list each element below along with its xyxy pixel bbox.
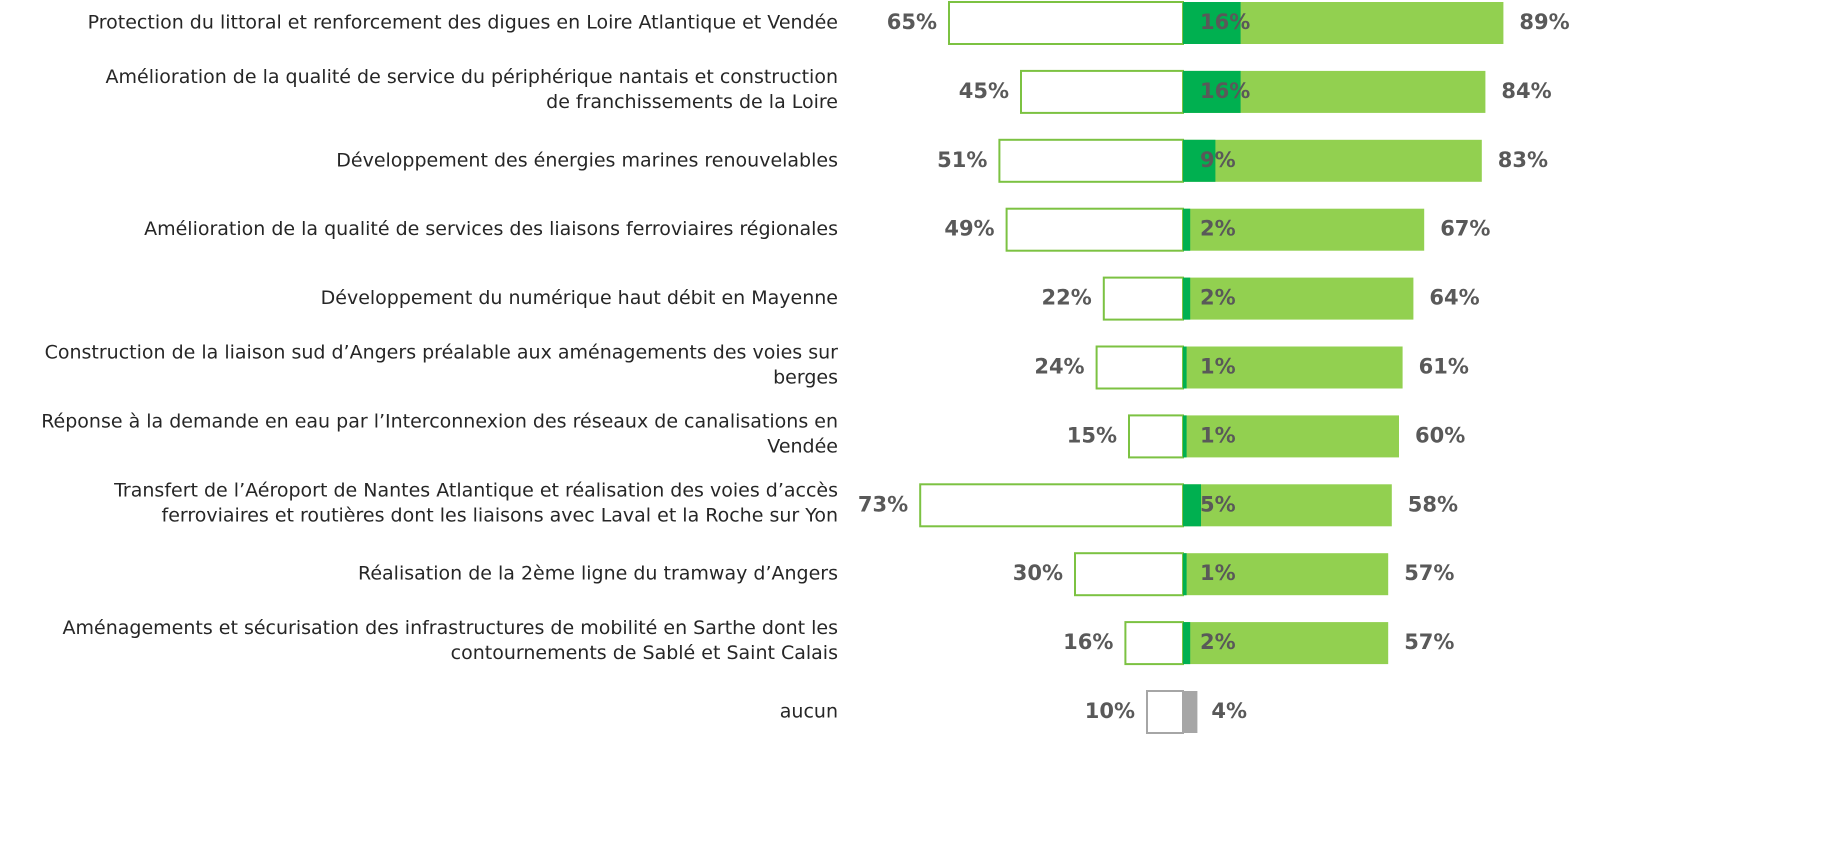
right-bar [1183, 622, 1389, 665]
inner-bar [1183, 622, 1191, 665]
right-value-label: 83% [1498, 148, 1548, 172]
inner-bar [1183, 553, 1187, 596]
right-value-label: 4% [1211, 699, 1247, 723]
category-label: contournements de Sablé et Saint Calais [451, 642, 838, 664]
right-bar [1183, 139, 1482, 182]
inner-value-label: 16% [1200, 79, 1250, 103]
category-label: Aménagements et sécurisation des infrast… [63, 617, 838, 639]
right-bar [1183, 484, 1392, 527]
inner-bar [1183, 277, 1191, 320]
right-bar [1183, 553, 1389, 596]
inner-bar [1183, 70, 1241, 113]
category-label: de franchissements de la Loire [546, 91, 838, 113]
left-bar [1074, 552, 1184, 597]
left-value-label: 10% [1085, 699, 1135, 723]
left-value-label: 30% [1013, 561, 1063, 585]
category-label: Amélioration de la qualité de services d… [144, 218, 838, 240]
right-value-label: 60% [1415, 423, 1465, 447]
left-bar [1128, 414, 1184, 459]
left-bar [1146, 690, 1184, 734]
right-bar [1183, 208, 1425, 251]
left-value-label: 22% [1042, 286, 1092, 310]
category-label: Développement des énergies marines renou… [336, 149, 838, 171]
inner-value-label: 16% [1200, 10, 1250, 34]
inner-value-label: 5% [1200, 492, 1236, 516]
inner-bar [1183, 415, 1187, 458]
category-label: ferroviaires et routières dont les liais… [162, 504, 839, 526]
inner-bar [1183, 2, 1241, 44]
category-label: Réalisation de la 2ème ligne du tramway … [358, 563, 838, 585]
inner-value-label: 2% [1200, 217, 1236, 241]
right-value-label: 89% [1519, 10, 1569, 34]
left-value-label: 24% [1034, 355, 1084, 379]
inner-value-label: 2% [1200, 630, 1236, 654]
category-label: berges [773, 367, 838, 389]
left-bar [1124, 621, 1185, 666]
left-bar [998, 138, 1185, 183]
category-label: Développement du numérique haut débit en… [321, 287, 838, 309]
left-value-label: 15% [1067, 423, 1117, 447]
left-bar [1095, 345, 1184, 390]
right-value-label: 57% [1404, 561, 1454, 585]
category-label: Amélioration de la qualité de service du… [106, 66, 838, 88]
inner-value-label: 1% [1200, 561, 1236, 585]
left-bar [948, 1, 1184, 45]
inner-bar [1183, 484, 1201, 527]
left-bar [1102, 276, 1185, 321]
left-value-label: 49% [944, 217, 994, 241]
category-label: Vendée [767, 435, 838, 457]
inner-bar [1183, 346, 1187, 389]
category-label: Réponse à la demande en eau par l’Interc… [41, 410, 838, 432]
left-value-label: 65% [887, 10, 937, 34]
right-bar [1183, 415, 1399, 458]
right-value-label: 58% [1408, 492, 1458, 516]
right-bar [1183, 691, 1198, 733]
left-bar [919, 483, 1184, 528]
left-value-label: 16% [1063, 630, 1113, 654]
inner-value-label: 1% [1200, 423, 1236, 447]
right-value-label: 64% [1429, 286, 1479, 310]
left-bar [1020, 69, 1184, 114]
inner-value-label: 2% [1200, 286, 1236, 310]
category-label: Transfert de l’Aéroport de Nantes Atlant… [113, 479, 838, 501]
right-bar [1183, 277, 1414, 320]
category-label: Protection du littoral et renforcement d… [88, 12, 838, 34]
left-value-label: 51% [937, 148, 987, 172]
right-value-label: 57% [1404, 630, 1454, 654]
right-value-label: 67% [1440, 217, 1490, 241]
left-bar [1005, 207, 1184, 252]
category-label: aucun [780, 701, 838, 723]
inner-bar [1183, 139, 1216, 182]
right-value-label: 61% [1419, 355, 1469, 379]
left-value-label: 45% [959, 79, 1009, 103]
right-bar [1183, 346, 1403, 389]
inner-value-label: 9% [1200, 148, 1236, 172]
right-value-label: 84% [1501, 79, 1551, 103]
category-label: Construction de la liaison sud d’Angers … [45, 342, 839, 364]
inner-value-label: 1% [1200, 355, 1236, 379]
inner-bar [1183, 208, 1191, 251]
left-value-label: 73% [858, 492, 908, 516]
